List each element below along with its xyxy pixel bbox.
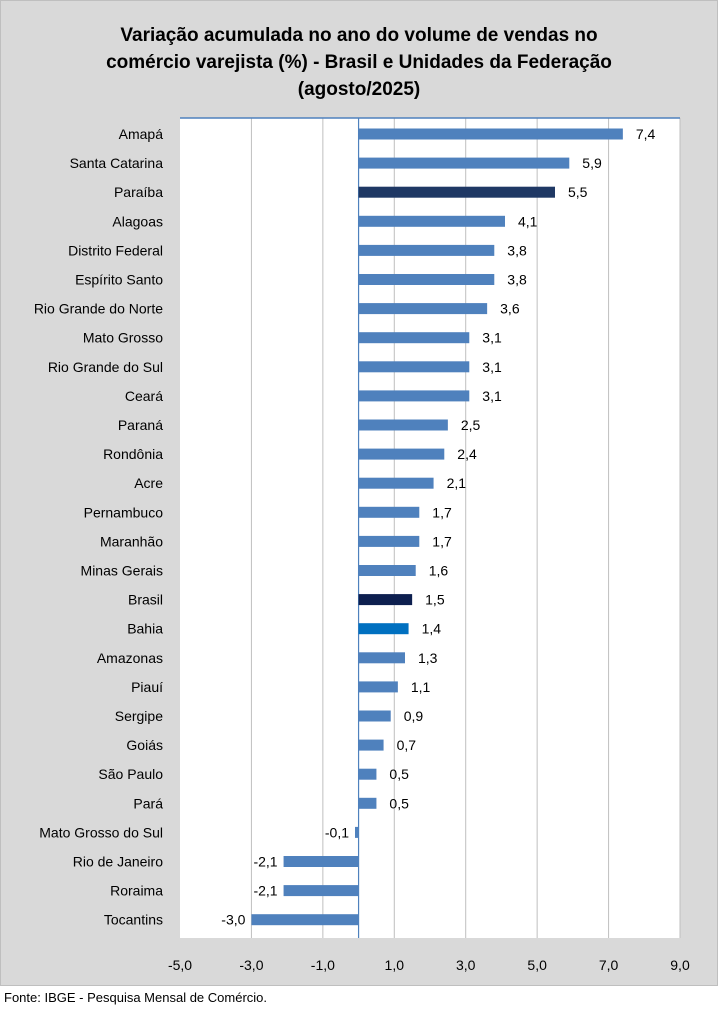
data-label: 3,8 xyxy=(507,242,527,258)
data-label: 0,5 xyxy=(389,795,409,811)
category-label: Goiás xyxy=(126,737,163,753)
data-label: -3,0 xyxy=(221,912,245,928)
bar xyxy=(358,361,470,373)
data-label: 1,4 xyxy=(422,621,442,637)
x-tick-label: -3,0 xyxy=(239,957,263,973)
bar xyxy=(358,244,495,256)
category-label: Amazonas xyxy=(97,650,163,666)
category-label: Tocantins xyxy=(104,912,163,928)
bar xyxy=(358,332,470,344)
category-label: Mato Grosso xyxy=(83,330,163,346)
data-label: -0,1 xyxy=(325,824,349,840)
bar xyxy=(251,914,359,926)
category-label: Espírito Santo xyxy=(75,272,163,288)
data-label: 3,6 xyxy=(500,301,520,317)
plot-area xyxy=(180,118,680,938)
data-label: 1,7 xyxy=(432,533,452,549)
category-label: Pará xyxy=(133,795,163,811)
bar xyxy=(358,128,623,140)
bar xyxy=(358,768,377,780)
data-label: 2,4 xyxy=(457,446,477,462)
chart-title: Variação acumulada no ano do volume de v… xyxy=(0,22,718,103)
category-label: Alagoas xyxy=(112,213,163,229)
bar xyxy=(358,739,384,751)
category-label: Bahia xyxy=(127,621,163,637)
source-note: Fonte: IBGE - Pesquisa Mensal de Comérci… xyxy=(4,990,268,1005)
data-label: 3,1 xyxy=(482,359,502,375)
bar xyxy=(358,652,405,664)
x-tick-label: -1,0 xyxy=(311,957,335,973)
bar xyxy=(283,885,359,897)
category-label: Roraima xyxy=(110,883,163,899)
bar xyxy=(358,419,448,431)
chart-title-line-3: (agosto/2025) xyxy=(297,79,421,100)
category-label: Rio de Janeiro xyxy=(73,854,163,870)
x-tick-label: 7,0 xyxy=(599,957,619,973)
data-label: 0,7 xyxy=(397,737,417,753)
bar xyxy=(358,710,391,722)
category-label: Minas Gerais xyxy=(81,563,163,579)
data-label: 1,7 xyxy=(432,504,452,520)
data-label: 2,5 xyxy=(461,417,481,433)
bar xyxy=(358,186,555,198)
category-label: Acre xyxy=(134,475,163,491)
data-label: 4,1 xyxy=(518,213,538,229)
category-label: Rondônia xyxy=(103,446,163,462)
category-label: Paraná xyxy=(118,417,163,433)
data-label: 5,9 xyxy=(582,155,602,171)
data-label: 5,5 xyxy=(568,184,588,200)
category-label: Ceará xyxy=(125,388,163,404)
category-label: Rio Grande do Sul xyxy=(48,359,163,375)
bar xyxy=(358,303,488,315)
category-label: Santa Catarina xyxy=(70,155,164,171)
category-label: Brasil xyxy=(128,592,163,608)
category-label: Rio Grande do Norte xyxy=(34,301,163,317)
data-label: 1,3 xyxy=(418,650,438,666)
x-tick-label: 9,0 xyxy=(670,957,690,973)
data-label: 3,1 xyxy=(482,330,502,346)
data-label: 1,5 xyxy=(425,592,445,608)
chart-title-line-2: comércio varejista (%) - Brasil e Unidad… xyxy=(106,52,612,73)
data-label: 1,1 xyxy=(411,679,431,695)
bar xyxy=(358,594,413,606)
data-label: -2,1 xyxy=(253,883,277,899)
x-tick-label: 3,0 xyxy=(456,957,476,973)
category-label: Amapá xyxy=(119,126,164,142)
data-label: 2,1 xyxy=(447,475,467,491)
data-label: 0,5 xyxy=(389,766,409,782)
data-label: 7,4 xyxy=(636,126,656,142)
data-label: 0,9 xyxy=(404,708,424,724)
bar xyxy=(358,274,495,285)
x-tick-label: -5,0 xyxy=(168,957,192,973)
category-label: Paraíba xyxy=(114,184,163,200)
bar xyxy=(358,390,470,402)
bar xyxy=(358,448,445,460)
x-tick-label: 1,0 xyxy=(385,957,405,973)
bar xyxy=(283,856,359,867)
category-label: Distrito Federal xyxy=(68,242,163,258)
bar xyxy=(355,826,359,838)
bar xyxy=(358,157,570,169)
data-label: -2,1 xyxy=(253,854,277,870)
category-label: São Paulo xyxy=(98,766,163,782)
bar xyxy=(358,477,434,489)
bar xyxy=(358,506,420,518)
bar xyxy=(358,797,377,809)
category-label: Pernambuco xyxy=(84,504,164,520)
bar xyxy=(358,681,398,693)
x-tick-label: 5,0 xyxy=(527,957,547,973)
category-label: Sergipe xyxy=(115,708,163,724)
bar xyxy=(358,535,420,547)
data-label: 1,6 xyxy=(429,563,449,579)
data-label: 3,1 xyxy=(482,388,502,404)
bar xyxy=(358,215,505,227)
chart-title-line-1: Variação acumulada no ano do volume de v… xyxy=(120,25,598,46)
bar-chart: -5,0 -3,0 -1,0 1,0 3,0 5,0 7,0 9,0 Amapá 7,4 Santa… xyxy=(34,117,690,973)
bar xyxy=(358,623,409,635)
data-label: 3,8 xyxy=(507,272,527,288)
bar xyxy=(358,565,416,576)
category-label: Piauí xyxy=(131,679,163,695)
category-label: Mato Grosso do Sul xyxy=(39,824,163,840)
category-label: Maranhão xyxy=(100,533,163,549)
